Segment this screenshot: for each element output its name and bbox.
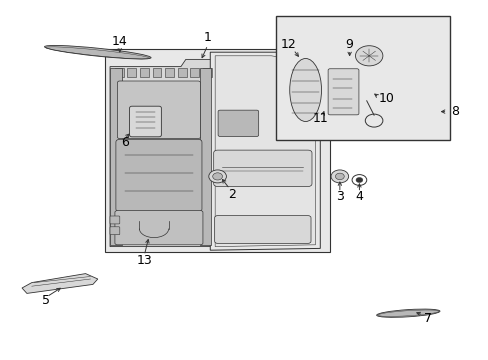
FancyBboxPatch shape [110, 227, 120, 235]
FancyBboxPatch shape [165, 68, 174, 77]
Circle shape [330, 170, 348, 183]
Text: 1: 1 [203, 31, 211, 44]
FancyBboxPatch shape [129, 106, 161, 137]
Text: 14: 14 [112, 35, 127, 48]
FancyBboxPatch shape [115, 68, 123, 77]
Text: 5: 5 [42, 294, 50, 307]
Circle shape [335, 173, 344, 180]
Text: 6: 6 [121, 136, 128, 149]
Circle shape [208, 170, 226, 183]
FancyBboxPatch shape [214, 216, 310, 243]
FancyBboxPatch shape [117, 81, 200, 139]
FancyBboxPatch shape [218, 110, 258, 136]
FancyBboxPatch shape [327, 69, 358, 115]
Circle shape [355, 46, 382, 66]
Text: 11: 11 [312, 112, 327, 125]
Text: 7: 7 [423, 312, 431, 325]
FancyBboxPatch shape [203, 68, 211, 77]
FancyBboxPatch shape [276, 16, 449, 140]
Circle shape [355, 177, 362, 183]
Text: 9: 9 [345, 39, 353, 51]
Text: 3: 3 [335, 190, 343, 203]
FancyBboxPatch shape [140, 68, 148, 77]
Text: 10: 10 [378, 93, 393, 105]
Text: 4: 4 [355, 190, 363, 203]
Polygon shape [210, 52, 320, 250]
Text: 13: 13 [136, 255, 152, 267]
FancyBboxPatch shape [200, 68, 211, 245]
FancyBboxPatch shape [190, 68, 199, 77]
Ellipse shape [289, 58, 321, 122]
FancyBboxPatch shape [115, 211, 203, 245]
FancyBboxPatch shape [110, 68, 122, 245]
FancyBboxPatch shape [152, 68, 161, 77]
FancyBboxPatch shape [116, 139, 202, 212]
Text: 12: 12 [280, 39, 296, 51]
Text: 8: 8 [450, 105, 458, 118]
Polygon shape [110, 59, 212, 247]
Ellipse shape [376, 309, 439, 317]
FancyBboxPatch shape [213, 150, 311, 186]
Ellipse shape [44, 45, 151, 59]
Polygon shape [22, 274, 98, 293]
Circle shape [212, 173, 222, 180]
FancyBboxPatch shape [178, 68, 186, 77]
Text: 2: 2 [228, 188, 236, 201]
Polygon shape [215, 56, 315, 247]
FancyBboxPatch shape [110, 216, 120, 224]
FancyBboxPatch shape [105, 49, 329, 252]
FancyBboxPatch shape [127, 68, 136, 77]
